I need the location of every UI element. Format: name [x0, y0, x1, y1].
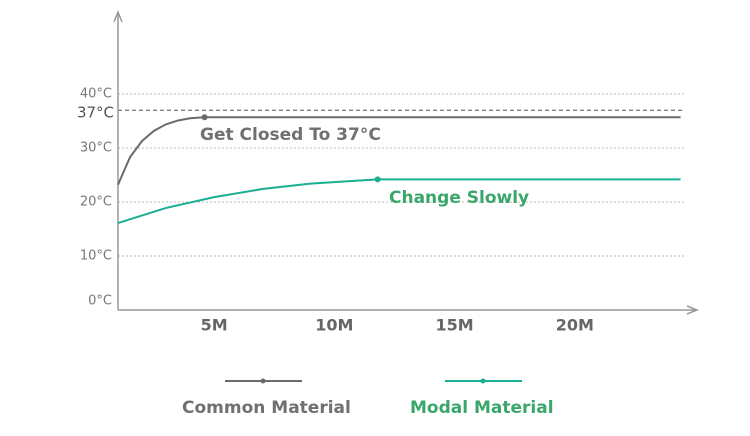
y-tick-label: 10°C [80, 249, 112, 264]
y-tick-label: 20°C [80, 195, 112, 210]
y-axis-arrow [113, 9, 123, 23]
y-tick-label: 30°C [80, 141, 112, 156]
x-axis-arrow [686, 305, 700, 315]
legend-dot [480, 378, 486, 384]
x-tick-label: 15M [435, 316, 473, 335]
annotation: Change Slowly [389, 188, 529, 208]
annotation: Get Closed To 37°C [200, 125, 381, 145]
reference-label: 37°C [77, 104, 114, 122]
x-tick-label: 20M [556, 316, 594, 335]
x-tick-label: 10M [315, 316, 353, 335]
legend-dot [260, 378, 266, 384]
highlight-point [374, 176, 381, 183]
x-tick-label: 5M [201, 316, 228, 335]
legend-label: Common Material [182, 398, 351, 418]
series-line [117, 116, 681, 186]
highlight-point [201, 114, 208, 121]
y-tick-label: 0°C [88, 294, 112, 309]
legend-label: Modal Material [410, 398, 554, 418]
y-tick-label: 40°C [80, 87, 112, 102]
